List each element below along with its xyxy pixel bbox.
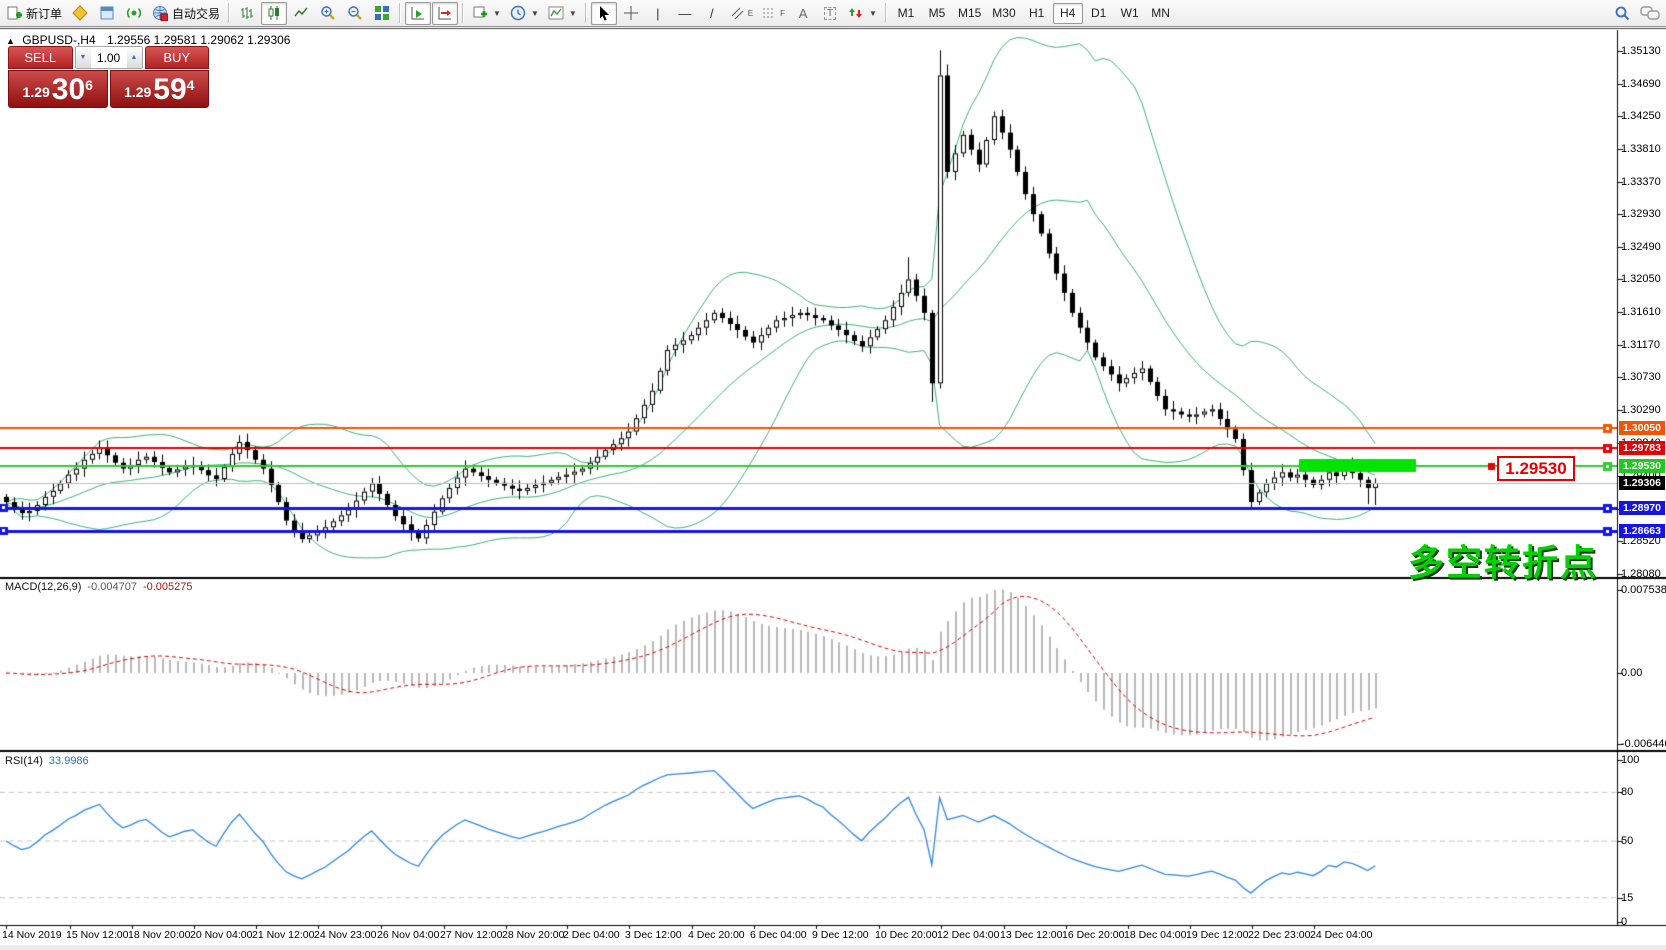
price-axis-tick: 1.35130 [1621,45,1661,57]
macd-main-value: -0.004707 [87,581,137,593]
time-axis-label: 21 Nov 12:00 [252,929,315,941]
time-axis-label: 2 Dec 04:00 [563,929,620,941]
time-axis-label: 24 Dec 04:00 [1310,929,1373,941]
buy-price-sup: 4 [186,77,195,93]
sell-price-big: 30 [51,73,86,106]
sell-button[interactable]: SELL [8,46,73,69]
price-badge: 1.29783 [1619,440,1665,455]
time-axis-label: 24 Nov 23:00 [314,929,377,941]
sell-price-sup: 6 [85,77,93,93]
price-axis-tick: 1.32490 [1621,240,1661,253]
time-axis-label: 16 Dec 20:00 [1062,929,1125,941]
volume-input[interactable] [90,47,127,68]
price-axis-tick: 1.31610 [1621,306,1661,319]
rsi-value: 33.9986 [48,755,89,767]
buy-price[interactable]: 1.29 59 4 [109,70,209,108]
price-axis-tick: 1.34690 [1621,77,1661,90]
time-axis-label: 10 Dec 20:00 [875,929,938,941]
macd-axis-tick: 0.007538 [1621,583,1666,596]
time-axis-label: 14 Nov 2019 [2,929,62,941]
price-badge: 1.30050 [1619,420,1665,435]
time-axis-label: 9 Dec 12:00 [812,929,869,941]
price-level-box[interactable]: 1.29530 [1497,456,1575,481]
time-axis-label: 12 Dec 04:00 [937,929,1000,941]
time-axis-label: 20 Nov 04:00 [190,929,253,941]
symbol-dropdown-icon[interactable]: ▲ [6,36,15,46]
price-badge: 1.28970 [1619,500,1665,515]
time-axis-label: 27 Nov 12:00 [440,929,503,941]
time-axis-label: 18 Nov 20:00 [128,929,191,941]
price-axis-tick: 1.30290 [1621,404,1661,417]
price-axis-tick: 1.33810 [1621,142,1661,155]
buy-price-big: 59 [153,73,187,106]
time-axis-label: 13 Dec 12:00 [1000,929,1063,941]
price-axis-tick: 1.33370 [1621,175,1661,188]
price-axis-tick: 1.31170 [1621,338,1660,351]
price-axis-tick: 1.28080 [1621,567,1661,580]
price-badge: 1.28663 [1619,523,1665,538]
chart-annotation: 多空转折点 [1408,543,1599,584]
rsi-axis-tick: 15 [1621,891,1634,904]
rsi-label: RSI(14) 33.9986 [5,755,89,767]
rsi-axis-tick: 80 [1621,786,1634,799]
rsi-axis-tick: 50 [1621,835,1634,847]
macd-title: MACD(12,26,9) [5,581,82,593]
time-axis-label: 22 Dec 23:00 [1248,929,1311,941]
volume-up-button[interactable]: ▲ [126,47,142,68]
volume-spinner: ▼ ▲ [74,46,143,69]
time-axis-label: 26 Nov 04:00 [377,929,440,941]
buy-button[interactable]: BUY [144,46,209,69]
price-badge: 1.29306 [1619,476,1665,491]
one-click-trading-panel: SELL ▼ ▲ BUY 1.29 30 6 1.29 59 4 [8,46,209,108]
time-axis-label: 28 Nov 20:00 [502,929,565,941]
macd-signal-value: -0.005275 [142,581,193,593]
time-axis-label: 15 Nov 12:00 [66,929,129,941]
time-axis-label: 18 Dec 04:00 [1124,929,1187,941]
price-axis-tick: 1.32930 [1621,208,1661,221]
rsi-title: RSI(14) [5,755,43,767]
price-axis-tick: 1.28520 [1621,535,1661,548]
macd-axis-tick: -0.006446 [1621,738,1666,751]
price-badge: 1.29530 [1619,459,1665,474]
time-axis-label: 6 Dec 04:00 [750,929,807,941]
volume-down-button[interactable]: ▼ [75,47,91,68]
macd-axis-tick: 0.00 [1621,667,1643,679]
symbol-title: GBPUSD-,H4 [22,33,96,47]
symbol-ohlc: 1.29556 1.29581 1.29062 1.29306 [106,33,291,47]
macd-label: MACD(12,26,9) -0.004707 -0.005275 [5,581,193,593]
price-axis-tick: 1.34250 [1621,110,1661,123]
time-axis-label: 4 Dec 20:00 [688,929,745,941]
sell-price-base: 1.29 [22,84,50,100]
price-axis-tick: 1.32050 [1621,273,1661,286]
sell-price[interactable]: 1.29 30 6 [8,70,108,108]
symbol-header: ▲ GBPUSD-,H4 1.29556 1.29581 1.29062 1.2… [6,33,290,47]
time-axis-label: 3 Dec 12:00 [625,929,682,941]
rsi-axis-tick: 100 [1621,754,1640,766]
buy-price-base: 1.29 [124,84,152,100]
rsi-axis-tick: 0 [1621,916,1628,928]
time-axis-label: 19 Dec 12:00 [1186,929,1249,941]
price-axis-tick: 1.30730 [1621,371,1661,384]
